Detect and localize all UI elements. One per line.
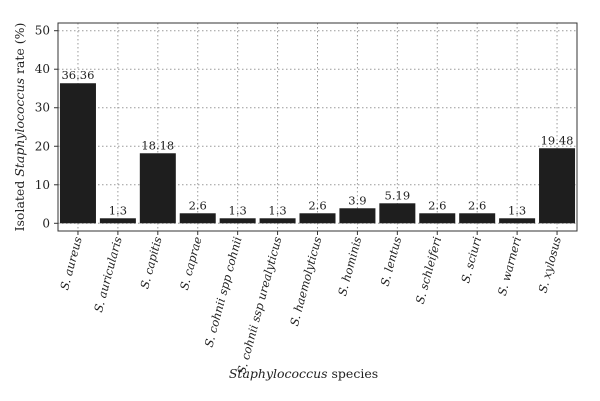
bar <box>339 208 376 224</box>
x-tick-label: S. auricularis <box>91 235 125 314</box>
bars <box>59 83 576 224</box>
x-tick-label: S. cohnii spp cohnii <box>202 235 245 349</box>
bar-value-label: 3.9 <box>348 193 366 207</box>
bar-value-label: 36.36 <box>61 68 94 82</box>
bar-value-labels: 36.36 1.3 18.18 2.6 1.3 1.3 2.6 3.9 5.19 2.6 2.6 1.… <box>61 68 573 217</box>
bar <box>459 213 496 224</box>
y-tick-label: 40 <box>35 62 50 76</box>
y-tick-label: 0 <box>42 216 50 230</box>
bar-value-label: 2.6 <box>468 198 486 212</box>
bar <box>139 153 176 224</box>
bar-value-label: 1.3 <box>229 203 247 217</box>
bar <box>379 203 416 224</box>
x-tick-label: S. lentus <box>378 235 405 288</box>
bar <box>299 213 336 224</box>
bar <box>59 83 96 224</box>
y-tick-label: 10 <box>35 178 50 192</box>
x-axis-label: Staphylococcus species <box>229 366 378 381</box>
x-tick-label: S. hominis <box>335 235 364 297</box>
y-tick-label: 30 <box>35 101 50 115</box>
bar-value-label: 2.6 <box>189 198 207 212</box>
bar-value-label: 19.48 <box>541 133 574 147</box>
bar <box>539 148 576 224</box>
bar-value-label: 1.3 <box>508 203 526 217</box>
y-axis-ticks: 0 10 20 30 40 50 <box>35 24 58 230</box>
x-tick-label: S. aureus <box>57 235 85 292</box>
x-axis-ticks: S. aureus S. auricularis S. capitis S. capr… <box>57 231 564 376</box>
bar-value-label: 18.18 <box>141 138 174 152</box>
bar-value-label: 2.6 <box>308 198 326 212</box>
x-tick-label: S. cohnii ssp urealyticus <box>234 235 284 375</box>
x-tick-label: S. haemolyticus <box>287 235 324 327</box>
x-tick-label: S. sciuri <box>458 235 484 285</box>
bar-value-label: 2.6 <box>428 198 446 212</box>
bar <box>259 218 296 224</box>
y-tick-label: 20 <box>35 139 50 153</box>
bar-value-label: 1.3 <box>268 203 286 217</box>
bar <box>499 218 536 224</box>
x-tick-label: S. warneri <box>495 235 524 297</box>
bar-value-label: 1.3 <box>109 203 127 217</box>
x-tick-label: S. xylosus <box>536 235 564 294</box>
x-tick-label: S. capitis <box>137 235 164 290</box>
x-tick-label: S. caprae <box>177 235 205 292</box>
y-axis-label: Isolated Staphylococcus rate (%) <box>12 23 27 232</box>
bar <box>219 218 256 224</box>
bar <box>419 213 456 224</box>
bar-value-label: 5.19 <box>385 188 411 202</box>
bar <box>179 213 216 224</box>
y-tick-label: 50 <box>35 24 50 38</box>
bar <box>99 218 136 224</box>
x-tick-label: S. schleiferi <box>413 235 444 306</box>
